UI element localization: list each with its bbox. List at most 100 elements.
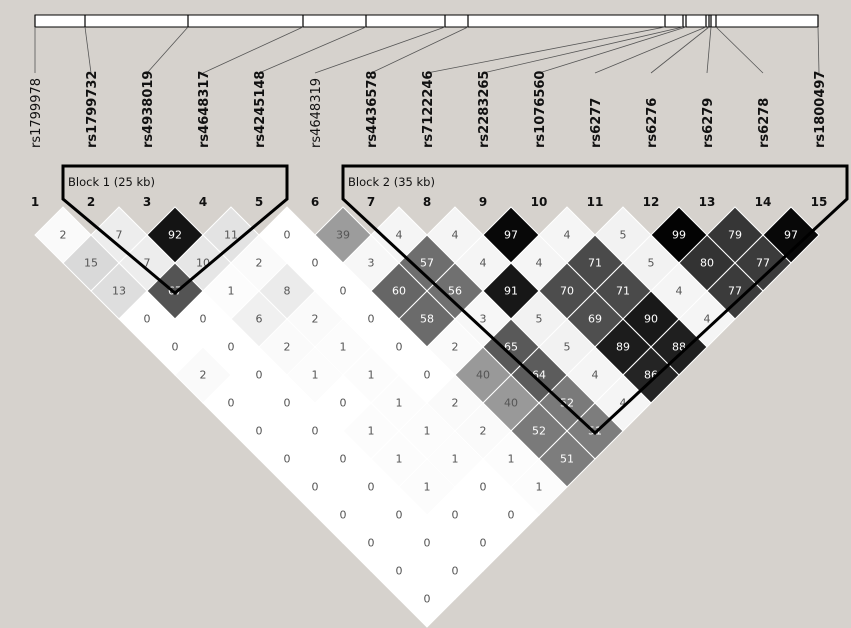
snp-name-label: rs1076560 [533,71,548,148]
map-connector [84,26,92,74]
ld-cell-value: 57 [420,257,434,270]
snp-name-label: rs6277 [589,98,604,148]
ld-cell-value: 4 [396,229,403,242]
ld-cell-value: 2 [60,229,67,242]
ld-cell-value: 3 [480,313,487,326]
ld-cell-value: 0 [480,537,487,550]
ld-cell-value: 6 [256,313,263,326]
ld-cell-value: 2 [452,397,459,410]
ld-cell-value: 0 [396,509,403,522]
map-connector [650,26,710,74]
ld-cell-value: 4 [620,397,627,410]
ld-cell-value: 8 [284,285,291,298]
map-connector [594,26,707,74]
ld-cell-value: 0 [312,425,319,438]
ld-cell-value: 56 [448,285,462,298]
ld-cell-value: 7 [144,257,151,270]
snp-index-label: 3 [143,195,151,209]
ld-cell-value: 39 [336,229,350,242]
ld-cell-value: 0 [284,229,291,242]
snp-name-label: rs6279 [701,98,716,148]
block-outline [61,164,289,295]
map-connector [202,26,304,74]
ld-cell-value: 2 [256,257,263,270]
snp-index-label: 10 [531,195,548,209]
snp-name-label: rs1799978 [29,78,44,148]
snp-name-label: rs4436578 [365,71,380,148]
snp-name-label: rs4648319 [309,78,324,148]
ld-cell-value: 0 [452,509,459,522]
ld-cell-value: 1 [340,341,347,354]
ld-cell-value: 3 [368,257,375,270]
snp-name-label: rs4648317 [197,71,212,148]
ld-cell-value: 5 [536,313,543,326]
snp-name-label: rs1799732 [85,71,100,148]
ld-cell-value: 4 [452,229,459,242]
block-label: Block 1 (25 kb) [68,175,155,189]
ld-cell-value: 0 [424,369,431,382]
ld-cell-value: 60 [392,285,406,298]
ld-cell-value: 1 [368,425,375,438]
snp-name-label: rs6278 [757,98,772,148]
ld-cell-value: 2 [200,369,207,382]
ld-cell-value: 1 [228,285,235,298]
snp-name-label: rs4938019 [141,71,156,148]
ld-cell-value: 0 [508,509,515,522]
ld-cell-value: 0 [172,341,179,354]
ld-cell-value: 1 [396,453,403,466]
ld-cell-value: 0 [340,285,347,298]
ld-cell-value: 99 [672,229,686,242]
ld-cell-value: 15 [84,257,98,270]
ld-cell-value: 0 [284,397,291,410]
map-connector [370,26,469,74]
ld-cell-value: 67 [168,285,182,298]
ld-cell-value: 4 [564,229,571,242]
ld-cell-value: 97 [784,229,798,242]
ld-cell-value: 0 [368,313,375,326]
ld-cell-value: 1 [368,369,375,382]
ld-cell-value: 2 [452,341,459,354]
ld-cell-value: 5 [648,257,655,270]
ld-cell-value: 69 [588,313,602,326]
haplotype-blocks: Block 1 (25 kb) Block 2 (35 kb) [61,164,849,436]
ld-cell-value: 0 [340,453,347,466]
snp-index-label: 6 [311,195,319,209]
snp-index-label: 13 [699,195,716,209]
snp-name-label: rs1800497 [813,71,828,148]
ld-cell-value: 90 [644,313,658,326]
ld-cell-value: 52 [560,397,574,410]
ld-cell-value: 0 [228,397,235,410]
map-connector [146,26,189,74]
ld-cell-value: 71 [616,285,630,298]
ld-cell-value: 1 [424,481,431,494]
snp-index-label: 9 [479,195,487,209]
map-connector [706,26,712,74]
ld-cell-value: 77 [728,285,742,298]
ld-cell-value: 58 [420,313,434,326]
ld-cell-value: 4 [480,257,487,270]
snp-name-label: rs4245148 [253,71,268,148]
ld-cell-value: 0 [228,341,235,354]
ld-cell-value: 0 [452,565,459,578]
ld-cell-value: 1 [452,453,459,466]
map-connector [817,26,820,74]
ld-cell-value: 0 [284,453,291,466]
ld-cell-value: 0 [396,341,403,354]
ld-cell-value: 40 [476,369,490,382]
ld-cell-value: 1 [312,369,319,382]
ld-cell-value: 0 [396,565,403,578]
ld-cell-value: 70 [560,285,574,298]
snp-index-label: 11 [587,195,604,209]
ld-cell-value: 51 [560,453,574,466]
snp-index-label: 8 [423,195,431,209]
snp-index-label: 1 [31,195,39,209]
ld-cell-value: 97 [504,229,518,242]
snp-name-label: rs7122246 [421,71,436,148]
block-label: Block 2 (35 kb) [348,175,435,189]
snp-index-label: 7 [367,195,375,209]
ld-cell-value: 0 [256,425,263,438]
ld-cell-value: 0 [424,537,431,550]
ld-cell-value: 71 [588,257,602,270]
